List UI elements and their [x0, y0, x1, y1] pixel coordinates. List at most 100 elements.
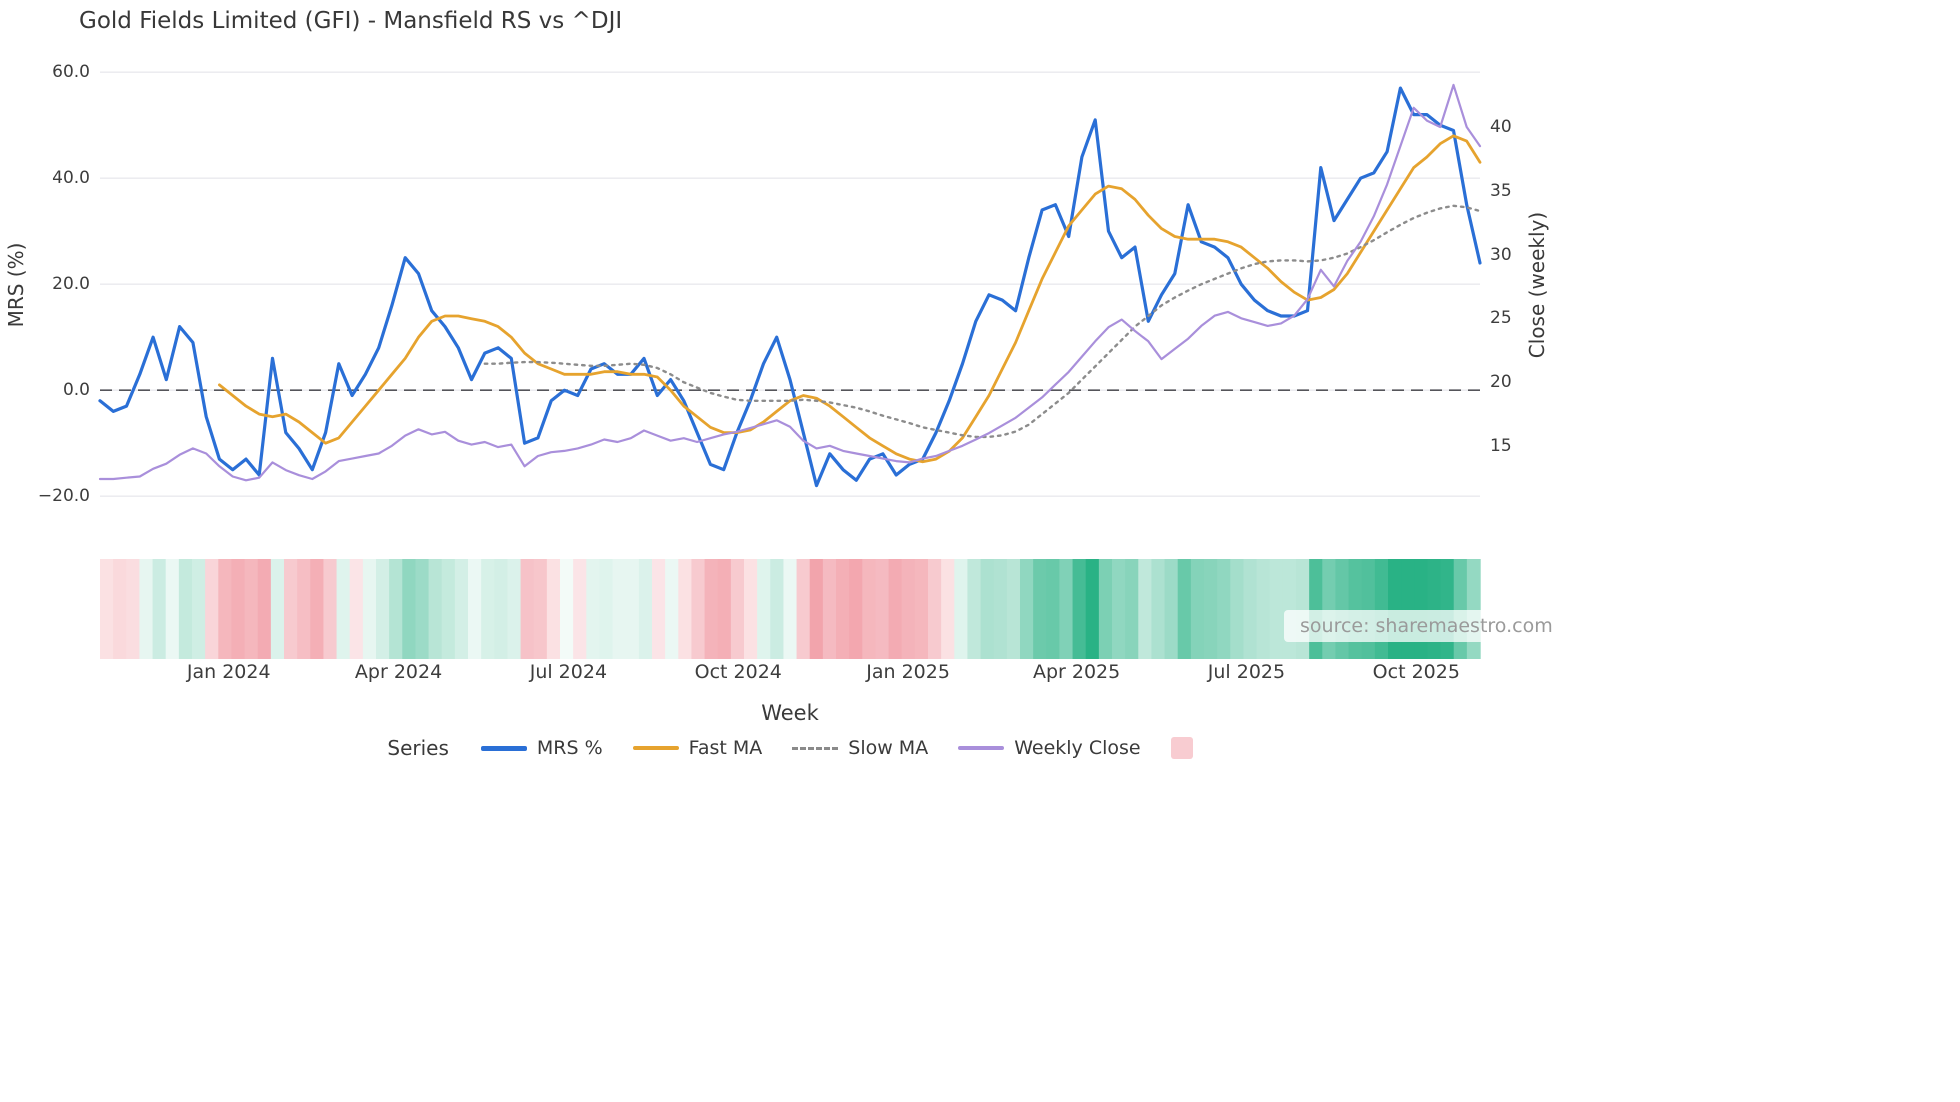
heatmap-cell — [1296, 559, 1310, 659]
heatmap-cell — [1190, 559, 1205, 659]
heatmap-cell — [691, 559, 706, 659]
heatmap-cell — [652, 559, 666, 659]
x-tick: Jan 2024 — [186, 661, 271, 683]
heatmap-cell — [717, 559, 732, 659]
heatmap-cell — [1440, 559, 1455, 659]
x-tick: Oct 2025 — [1372, 661, 1460, 683]
heatmap-cell — [1374, 559, 1389, 659]
y-tick-left: −20.0 — [37, 486, 90, 507]
series-line-weekly-close — [98, 83, 1482, 482]
heatmap-cell — [1098, 559, 1113, 659]
y-tick-right: 40 — [1490, 116, 1512, 137]
heatmap-cell — [1138, 559, 1153, 659]
heatmap-cell — [1164, 559, 1179, 659]
heatmap-cell — [1046, 559, 1061, 659]
heatmap-cell — [1177, 559, 1192, 659]
x-tick: Apr 2025 — [1032, 661, 1121, 683]
heatmap-cell — [1388, 559, 1402, 659]
x-tick: Jul 2024 — [529, 661, 608, 683]
x-axis-label: Week — [761, 701, 819, 725]
x-tick: Jul 2025 — [1207, 661, 1286, 683]
heatmap-cell — [362, 559, 377, 659]
heatmap-cell — [310, 559, 325, 659]
heatmap-cell — [1427, 559, 1442, 659]
heatmap-cell — [1151, 559, 1166, 659]
heatmap-cell — [993, 559, 1008, 659]
legend-entries: MRS % Fast MA Slow MA Weekly Close — [480, 737, 1193, 759]
y-tick-left: 60.0 — [52, 62, 90, 83]
heatmap-cell — [205, 559, 219, 659]
legend-line-icon — [632, 746, 679, 750]
y-tick-right: 35 — [1490, 180, 1512, 201]
legend-item: Weekly Close — [958, 737, 1141, 759]
heatmap-cell — [1033, 559, 1047, 659]
legend-dashed-line-icon — [792, 746, 839, 750]
legend-title: Series — [387, 736, 449, 760]
y-tick-right: 30 — [1490, 244, 1512, 265]
heatmap-cell — [468, 559, 482, 659]
y-tick-right: 20 — [1490, 372, 1512, 393]
heatmap-cell — [1204, 559, 1218, 659]
y-tick-right: 25 — [1490, 308, 1512, 329]
legend-item: MRS % — [480, 737, 603, 759]
heatmap-cell — [284, 559, 298, 659]
legend-label: MRS % — [536, 737, 603, 759]
heatmap-cell — [428, 559, 443, 659]
heatmap-cell — [1243, 559, 1258, 659]
series-line-mrs- — [98, 86, 1482, 488]
heatmap-cell — [152, 559, 167, 659]
heatmap-cell — [1348, 559, 1363, 659]
heatmap-cell — [862, 559, 877, 659]
legend-swatch-icon — [1170, 737, 1193, 759]
heatmap-cell — [520, 559, 535, 659]
heatmap-cell — [928, 559, 942, 659]
heatmap-cell — [901, 559, 916, 659]
heatmap-cell — [586, 559, 601, 659]
heatmap-cell — [625, 559, 640, 659]
heatmap-cell — [376, 559, 390, 659]
heatmap-cell — [257, 559, 272, 659]
series-line-fast-ma — [218, 134, 1482, 464]
heatmap-cell — [599, 559, 614, 659]
legend-item: Fast MA — [632, 737, 762, 759]
heatmap-cell — [757, 559, 771, 659]
heatmap-cell — [1020, 559, 1034, 659]
heatmap-cell — [1453, 559, 1468, 659]
heatmap-cell — [231, 559, 246, 659]
heatmap-cell — [402, 559, 417, 659]
heatmap-cell — [113, 559, 127, 659]
heatmap-cell — [1217, 559, 1231, 659]
heatmap-cell — [1125, 559, 1139, 659]
legend-item — [1170, 737, 1193, 759]
x-tick: Oct 2024 — [694, 661, 782, 683]
heatmap-cell — [192, 559, 206, 659]
heatmap-cell — [218, 559, 233, 659]
legend-line-icon — [480, 745, 527, 751]
heatmap-cell — [1414, 559, 1429, 659]
heatmap-cell — [678, 559, 693, 659]
heatmap-cell — [126, 559, 141, 659]
heatmap-cell — [494, 559, 509, 659]
y-tick-left: 20.0 — [52, 274, 90, 295]
heatmap-cell — [100, 559, 114, 659]
heatmap-cell — [244, 559, 259, 659]
legend-item: Slow MA — [792, 737, 928, 759]
heatmap-cell — [389, 559, 403, 659]
heatmap-cell — [1401, 559, 1415, 659]
heatmap-cell — [1059, 559, 1074, 659]
heatmap-cell — [967, 559, 982, 659]
heatmap-cell — [481, 559, 495, 659]
heatmap-cell — [336, 559, 351, 659]
heatmap-cell — [822, 559, 837, 659]
heatmap-cell — [1269, 559, 1284, 659]
heatmap-cell — [638, 559, 653, 659]
y-tick-left: 40.0 — [52, 168, 90, 189]
heatmap-cell — [744, 559, 758, 659]
y-tick-right: 15 — [1490, 435, 1512, 456]
heatmap-cell — [297, 559, 311, 659]
heatmap-cell — [612, 559, 627, 659]
heatmap-cell — [1112, 559, 1126, 659]
heatmap-cell — [546, 559, 561, 659]
heatmap-cell — [730, 559, 745, 659]
